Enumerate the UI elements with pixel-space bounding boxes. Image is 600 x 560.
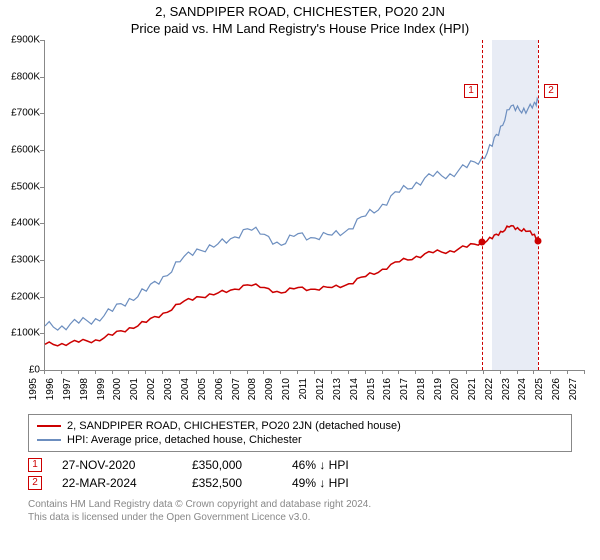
marker-box-2: 2	[544, 84, 558, 98]
transaction-pct: 46% ↓ HPI	[292, 458, 392, 472]
footer-line1: Contains HM Land Registry data © Crown c…	[28, 498, 572, 511]
x-tick-label: 2027	[568, 378, 600, 400]
marker-vline-2	[538, 40, 539, 370]
y-tick-label: £800K	[0, 71, 40, 82]
legend-label: HPI: Average price, detached house, Chic…	[67, 434, 302, 446]
y-tick-label: £600K	[0, 145, 40, 156]
chart-subtitle: Price paid vs. HM Land Registry's House …	[0, 19, 600, 40]
transaction-pct: 49% ↓ HPI	[292, 476, 392, 490]
transaction-price: £352,500	[192, 476, 272, 490]
legend-label: 2, SANDPIPER ROAD, CHICHESTER, PO20 2JN …	[67, 420, 401, 432]
transaction-marker: 1	[28, 458, 42, 472]
transaction-date: 22-MAR-2024	[62, 476, 172, 490]
y-tick-label: £500K	[0, 181, 40, 192]
chart-title: 2, SANDPIPER ROAD, CHICHESTER, PO20 2JN	[0, 0, 600, 19]
transaction-row: 1 27-NOV-2020 £350,000 46% ↓ HPI	[28, 456, 572, 474]
y-tick-label: £200K	[0, 291, 40, 302]
y-tick-label: £700K	[0, 108, 40, 119]
transaction-price: £350,000	[192, 458, 272, 472]
transactions-table: 1 27-NOV-2020 £350,000 46% ↓ HPI 2 22-MAR-202…	[28, 456, 572, 492]
footer-line2: This data is licensed under the Open Gov…	[28, 511, 572, 524]
marker-dot-1	[479, 238, 486, 245]
marker-dot-2	[535, 237, 542, 244]
chart-lines	[45, 40, 585, 370]
transaction-date: 27-NOV-2020	[62, 458, 172, 472]
chart-area: 12 £0£100K£200K£300K£400K£500K£600K£700K…	[0, 40, 600, 410]
marker-box-1: 1	[464, 84, 478, 98]
legend: 2, SANDPIPER ROAD, CHICHESTER, PO20 2JN …	[28, 414, 572, 452]
plot-region: 12	[44, 40, 585, 371]
legend-swatch	[37, 425, 61, 427]
y-tick-label: £0	[0, 365, 40, 376]
y-tick-label: £100K	[0, 328, 40, 339]
marker-vline-1	[482, 40, 483, 370]
series-hpi	[45, 99, 538, 331]
legend-item: HPI: Average price, detached house, Chic…	[37, 433, 563, 447]
chart-container: 2, SANDPIPER ROAD, CHICHESTER, PO20 2JN …	[0, 0, 600, 560]
y-tick-label: £400K	[0, 218, 40, 229]
footer: Contains HM Land Registry data © Crown c…	[28, 498, 572, 524]
transaction-row: 2 22-MAR-2024 £352,500 49% ↓ HPI	[28, 474, 572, 492]
transaction-marker: 2	[28, 476, 42, 490]
y-tick-label: £300K	[0, 255, 40, 266]
legend-swatch	[37, 439, 61, 441]
y-tick-label: £900K	[0, 35, 40, 46]
series-property	[45, 226, 538, 346]
legend-item: 2, SANDPIPER ROAD, CHICHESTER, PO20 2JN …	[37, 419, 563, 433]
